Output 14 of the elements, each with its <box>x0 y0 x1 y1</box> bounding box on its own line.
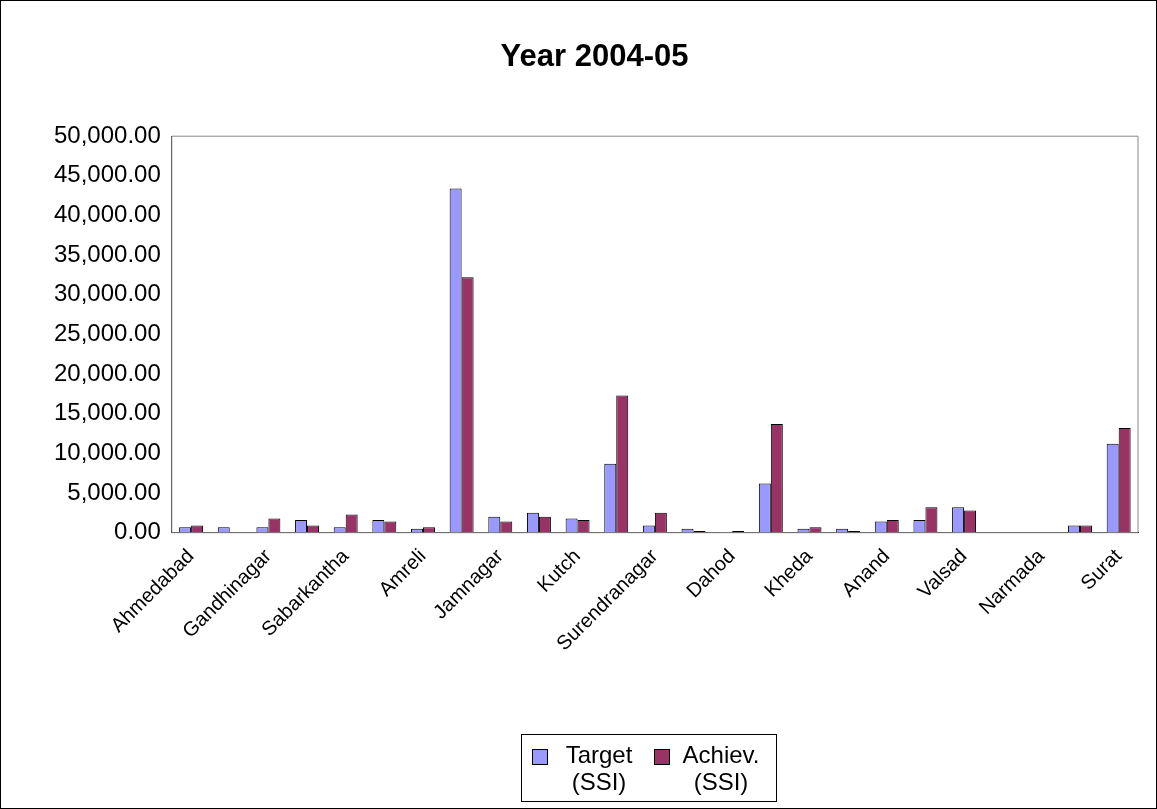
y-tick-label: 35,000.00 <box>53 239 161 267</box>
y-tick-label: 15,000.00 <box>53 398 161 426</box>
y-tick-label: 25,000.00 <box>53 319 161 347</box>
y-tick-label: 0.00 <box>114 517 161 545</box>
legend-label: Achiev. (SSI) <box>681 741 761 795</box>
y-tick-label: 50,000.00 <box>53 120 161 148</box>
y-tick-label: 40,000.00 <box>53 200 161 228</box>
y-tick-label: 45,000.00 <box>53 160 161 188</box>
chart-title: Year 2004-05 <box>500 38 689 74</box>
y-tick-label: 10,000.00 <box>53 438 161 466</box>
legend-label: Target (SSI) <box>564 741 634 795</box>
y-tick-label: 5,000.00 <box>67 477 161 505</box>
y-tick-label: 20,000.00 <box>53 358 161 386</box>
y-tick-label: 30,000.00 <box>53 279 161 307</box>
